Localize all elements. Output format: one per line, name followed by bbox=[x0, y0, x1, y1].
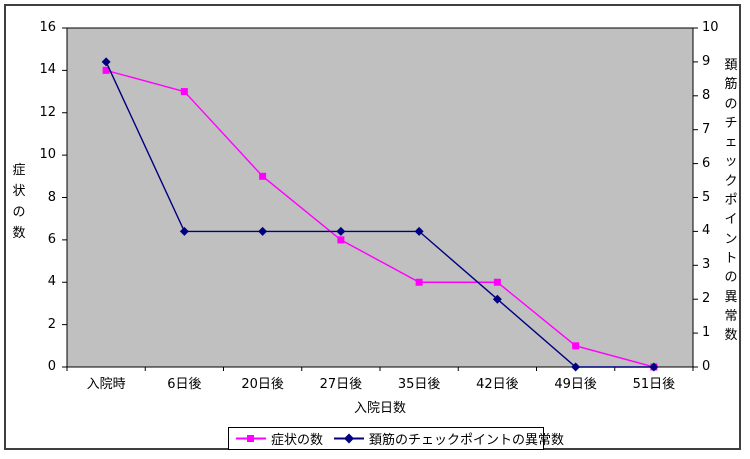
x-category-label: 35日後 bbox=[397, 377, 441, 392]
y-right-tick-label: 6 bbox=[702, 155, 711, 171]
marker-square bbox=[572, 342, 580, 350]
x-category-label: 入院時 bbox=[86, 377, 126, 392]
y-left-tick-label: 4 bbox=[47, 274, 56, 290]
axis-title-char: の bbox=[724, 270, 738, 286]
y-right-tick-label: 1 bbox=[702, 325, 711, 341]
y-left-tick-label: 2 bbox=[47, 316, 56, 332]
marker-square bbox=[415, 278, 423, 286]
y-right-tick-label: 0 bbox=[702, 359, 711, 374]
axis-title-char: 数 bbox=[12, 226, 26, 241]
y-right-tick-label: 8 bbox=[702, 87, 711, 103]
plot-background bbox=[66, 27, 694, 368]
axis-title-char: 症 bbox=[12, 163, 26, 178]
marker-square bbox=[180, 88, 188, 96]
y-left-tick-label: 14 bbox=[39, 62, 56, 78]
legend: 症状の数 頚筋のチェックポイントの異常数 bbox=[228, 427, 564, 450]
marker-diamond bbox=[336, 226, 346, 236]
x-category-label: 42日後 bbox=[476, 377, 519, 392]
y-left-tick-label: 8 bbox=[47, 189, 56, 205]
y-left-tick-label: 12 bbox=[39, 104, 56, 120]
axis-title-char: ク bbox=[724, 173, 738, 189]
marker-diamond bbox=[414, 226, 424, 236]
y-right-tick-label: 10 bbox=[702, 20, 719, 35]
marker-diamond bbox=[571, 362, 581, 372]
marker-diamond bbox=[258, 226, 268, 236]
marker-square bbox=[102, 66, 110, 74]
legend-label-symptoms: 症状の数 bbox=[271, 433, 324, 448]
y-right-tick-label: 4 bbox=[702, 223, 711, 239]
marker-diamond bbox=[179, 226, 189, 236]
marker-square bbox=[493, 278, 501, 286]
axis-title-char: ン bbox=[724, 231, 738, 247]
axis-title-char: 頚 bbox=[724, 58, 738, 73]
y-left-tick-label: 10 bbox=[39, 147, 56, 163]
axis-title-char: 状 bbox=[12, 184, 26, 199]
legend-marker-diamond-icon bbox=[334, 433, 365, 444]
y-right-tick-label: 7 bbox=[702, 121, 711, 137]
x-axis-title: 入院日数 bbox=[353, 401, 406, 416]
marker-square bbox=[259, 172, 267, 180]
axis-title-char: ポ bbox=[724, 193, 738, 209]
x-category-label: 49日後 bbox=[554, 377, 597, 392]
legend-item-symptoms: 症状の数 bbox=[236, 429, 323, 448]
y-left-tick-label: 0 bbox=[47, 359, 56, 374]
series-line-1 bbox=[105, 61, 654, 368]
x-category-label: 20日後 bbox=[241, 377, 284, 392]
axis-title-char: の bbox=[12, 205, 26, 220]
axis-title-char: ト bbox=[724, 250, 738, 266]
axis-title-char: ッ bbox=[724, 154, 738, 170]
series-line-0 bbox=[105, 69, 655, 368]
y-right-tick-label: 2 bbox=[702, 291, 711, 307]
marker-diamond bbox=[492, 294, 502, 304]
legend-label-neck-checkpoints: 頚筋のチェックポイントの異常数 bbox=[369, 433, 565, 448]
y-left-tick-label: 16 bbox=[39, 20, 56, 35]
y-right-tick-label: 9 bbox=[702, 53, 711, 69]
marker-diamond bbox=[649, 362, 659, 372]
axis-title-char: 異 bbox=[724, 289, 738, 305]
x-category-label: 27日後 bbox=[319, 377, 363, 392]
marker-diamond bbox=[101, 57, 111, 67]
axis-title-char: イ bbox=[724, 212, 738, 228]
marker-square bbox=[337, 236, 345, 244]
axis-title-char: チ bbox=[724, 115, 738, 131]
y-right-tick-label: 5 bbox=[702, 189, 711, 205]
legend-marker-square-icon bbox=[236, 435, 266, 442]
y-left-tick-label: 6 bbox=[47, 231, 56, 247]
y-axis-right-title: 頚筋のチェックポイントの異常数 bbox=[719, 56, 743, 345]
x-category-label: 51日後 bbox=[632, 377, 676, 392]
x-category-label: 6日後 bbox=[167, 377, 202, 392]
y-right-tick-label: 3 bbox=[702, 257, 711, 273]
y-axis-left-title: 症状の数 bbox=[7, 160, 31, 244]
axis-title-char: の bbox=[724, 96, 738, 112]
legend-item-neck-checkpoints: 頚筋のチェックポイントの異常数 bbox=[334, 429, 564, 448]
axis-title-char: ェ bbox=[724, 135, 738, 151]
axis-title-char: 筋 bbox=[724, 77, 738, 93]
axis-title-char: 数 bbox=[724, 328, 738, 344]
axis-title-char: 常 bbox=[724, 308, 738, 324]
